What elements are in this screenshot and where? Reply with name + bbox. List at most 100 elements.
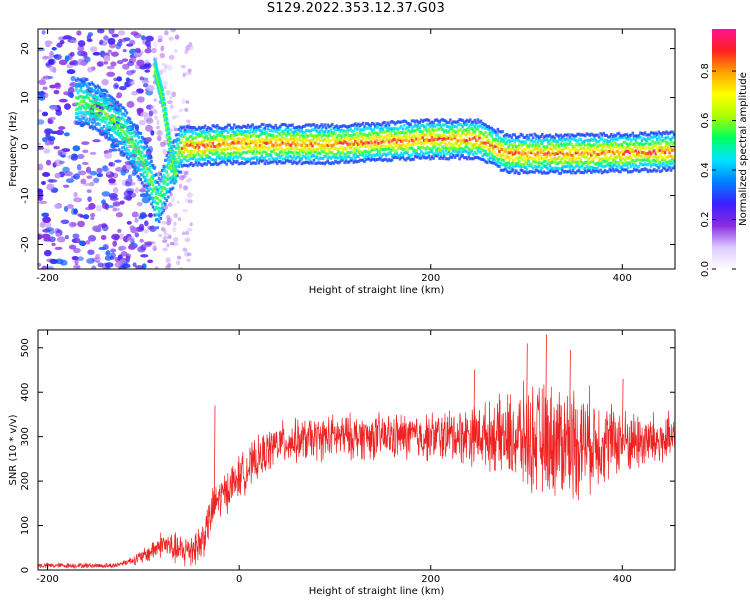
spectrogram-cell <box>154 218 158 222</box>
spectrogram-cell <box>113 82 119 90</box>
spectrogram-cell <box>174 164 177 168</box>
spectrogram-cell <box>571 137 575 141</box>
spectrogram-cell <box>459 123 463 127</box>
spectrogram-cell <box>88 114 92 118</box>
spectrogram-cell <box>629 142 633 146</box>
spectrogram-cell <box>363 128 366 132</box>
spectrogram-cell <box>93 120 97 124</box>
spectrogram-cell <box>632 134 636 138</box>
spectrogram-cell <box>583 143 587 147</box>
spectrogram-cell <box>488 126 492 130</box>
spectrogram-cell <box>38 262 42 267</box>
spectrogram-cell <box>148 154 152 158</box>
spectrogram-cell <box>465 132 469 136</box>
spectrogram-cell <box>285 133 288 137</box>
spectrogram-cell <box>491 128 495 132</box>
spectrogram-cell <box>80 178 87 185</box>
spectrogram-cell <box>398 144 402 148</box>
spectrogram-cell <box>153 208 156 212</box>
spectrogram-cell <box>318 124 322 128</box>
colorbar-tick-label: 0.4 <box>700 162 711 178</box>
spectrogram-cell <box>301 148 305 152</box>
spectrogram-cell <box>373 158 377 162</box>
spectrogram-cell <box>518 160 521 164</box>
spectrogram-cell <box>136 145 140 149</box>
spectrogram-cell <box>614 138 618 142</box>
spectrogram-cell <box>360 135 363 139</box>
spectrogram-cell <box>669 149 673 153</box>
spectrogram-cell <box>291 151 294 155</box>
spectrogram-cell <box>364 133 368 137</box>
spectrogram-cell <box>652 149 656 153</box>
spectrogram-cell <box>295 155 299 159</box>
spectrogram-cell <box>254 152 258 156</box>
spectrogram-cell <box>524 152 527 156</box>
spectrogram-cell <box>180 153 184 157</box>
spectrogram-cell <box>367 123 371 127</box>
spectrogram-cell <box>150 180 153 184</box>
spectrogram-cell <box>597 143 601 147</box>
spectrogram-cell <box>164 107 167 111</box>
spectrogram-cell <box>354 152 357 156</box>
spectrogram-cell <box>197 149 201 153</box>
spectrogram-cell <box>407 125 411 129</box>
spectrogram-cell <box>594 152 598 156</box>
spectrogram-cell <box>545 138 549 142</box>
spectrogram-cell <box>384 147 388 151</box>
spectrogram-cell <box>488 160 492 164</box>
spectrogram-cell <box>260 144 264 148</box>
spectrogram-cell <box>507 151 510 155</box>
spectrogram-cell <box>510 151 513 155</box>
spectrogram-cell <box>93 104 97 108</box>
spectrogram-cell <box>141 135 144 139</box>
spectrogram-cell <box>154 213 158 217</box>
spectrogram-cell <box>352 142 356 146</box>
spectrogram-cell <box>416 145 420 149</box>
spectrogram-cell <box>616 155 619 159</box>
spectrogram-cell <box>430 155 434 159</box>
spectrogram-cell <box>554 133 558 137</box>
spectrogram-cell <box>127 244 136 250</box>
spectrogram-cell <box>170 176 173 180</box>
spectrogram-cell <box>53 54 59 59</box>
spectrogram-cell <box>186 252 192 257</box>
spectrogram-cell <box>222 152 225 156</box>
spectrogram-cell <box>324 142 328 146</box>
spectrogram-cell <box>79 86 83 90</box>
spectrogram-cell <box>407 143 411 147</box>
spectrogram-cell <box>429 147 432 151</box>
spectrogram-cell <box>363 149 366 153</box>
spectrogram-cell <box>150 159 153 163</box>
spectrogram-cell <box>144 124 153 132</box>
spectrogram-cell <box>401 143 405 147</box>
spectrogram-cell <box>216 163 219 167</box>
spectrogram-cell <box>200 125 204 129</box>
spectrogram-cell <box>134 217 139 223</box>
spectrogram-cell <box>568 152 572 156</box>
spectrogram-cell <box>395 135 399 139</box>
spectrogram-cell <box>415 137 418 141</box>
spectrogram-cell <box>369 133 372 137</box>
spectrogram-cell <box>179 151 182 155</box>
spectrogram-cell <box>96 95 100 99</box>
spectrogram-cell <box>202 151 205 155</box>
spectrogram-cell <box>334 139 337 143</box>
spectrogram-cell <box>655 150 659 154</box>
spectrogram-cell <box>188 126 192 130</box>
snr-y-tick-label: 0 <box>20 567 31 573</box>
spectrogram-cell <box>401 139 405 143</box>
spectrogram-cell <box>162 148 168 155</box>
spectrogram-cell <box>114 144 118 148</box>
spectrogram-cell <box>173 221 177 226</box>
spectrogram-cell <box>413 135 417 139</box>
spectrogram-cell <box>610 165 613 169</box>
spectrogram-cell <box>263 150 267 154</box>
spectrogram-cell <box>439 152 443 156</box>
spectrogram-cell <box>415 132 418 136</box>
spectrogram-cell <box>193 149 196 153</box>
spectrogram-cell <box>186 258 191 262</box>
spectrogram-cell <box>185 159 189 163</box>
spectrogram-cell <box>603 143 607 147</box>
spectrogram-cell <box>303 130 307 134</box>
spectrogram-cell <box>447 125 451 129</box>
